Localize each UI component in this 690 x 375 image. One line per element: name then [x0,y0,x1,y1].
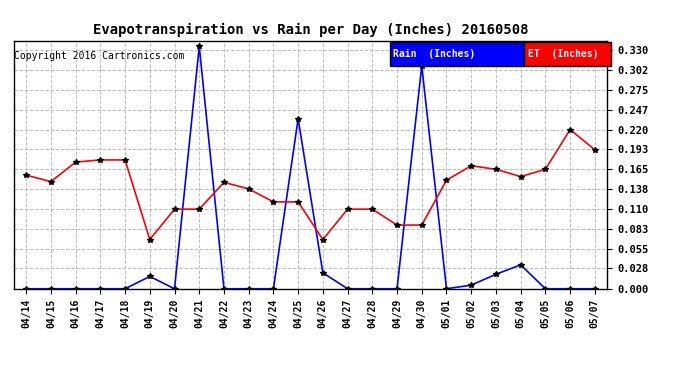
Text: Copyright 2016 Cartronics.com: Copyright 2016 Cartronics.com [14,51,184,61]
Title: Evapotranspiration vs Rain per Day (Inches) 20160508: Evapotranspiration vs Rain per Day (Inch… [92,23,529,37]
Text: ET  (Inches): ET (Inches) [528,49,598,59]
Text: Rain  (Inches): Rain (Inches) [393,49,475,59]
